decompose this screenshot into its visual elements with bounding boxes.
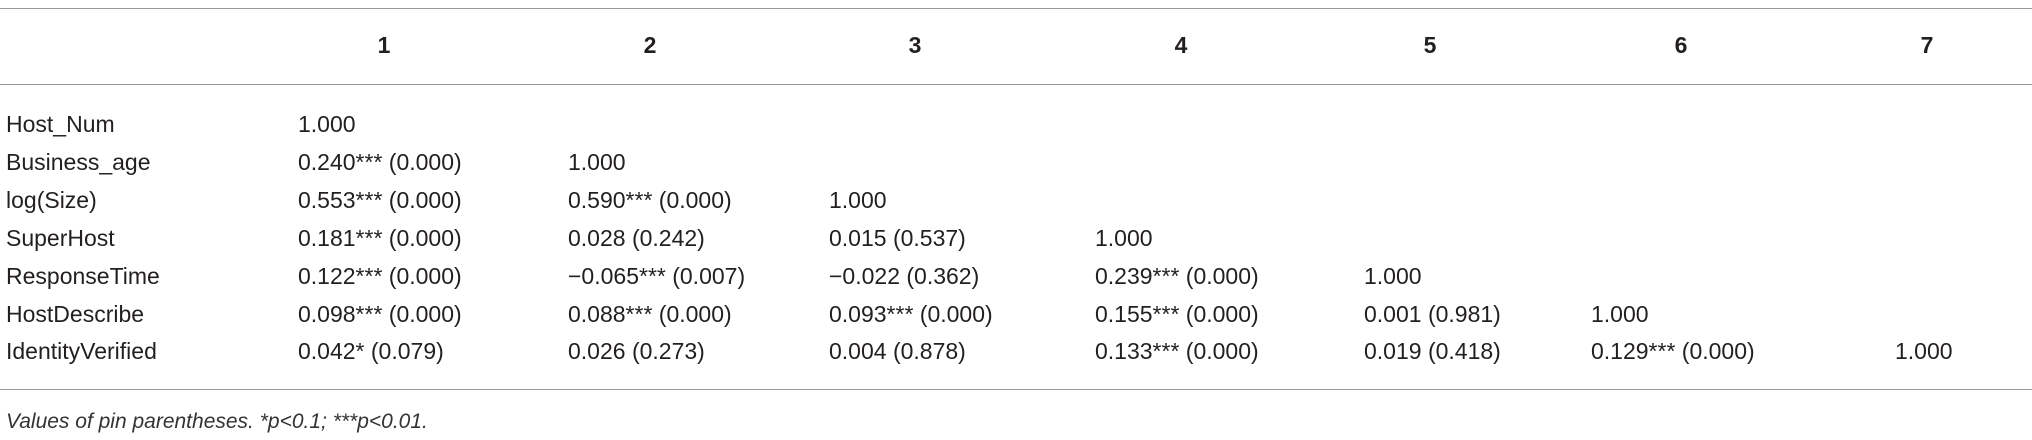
cell: 0.026 (0.273) (568, 338, 705, 365)
row-label: log(Size) (6, 186, 97, 213)
cell: 1.000 (829, 186, 887, 213)
cell: 0.122*** (0.000) (298, 262, 462, 289)
row-label: SuperHost (6, 224, 115, 251)
header-rule (0, 84, 2032, 85)
column-header: 7 (1920, 32, 1934, 58)
column-header: 3 (908, 32, 922, 58)
cell: 0.098*** (0.000) (298, 300, 462, 327)
cell: 0.239*** (0.000) (1095, 262, 1259, 289)
cell: 0.028 (0.242) (568, 224, 705, 251)
cell: 0.019 (0.418) (1364, 338, 1501, 365)
cell: 0.129*** (0.000) (1591, 338, 1755, 365)
cell: 0.240*** (0.000) (298, 148, 462, 175)
cell: 1.000 (1591, 300, 1649, 327)
cell: 0.004 (0.878) (829, 338, 966, 365)
cell: 1.000 (568, 148, 626, 175)
cell: 0.155*** (0.000) (1095, 300, 1259, 327)
row-label: Host_Num (6, 111, 115, 137)
cell: 0.590*** (0.000) (568, 186, 732, 213)
cell: −0.022 (0.362) (829, 262, 980, 289)
cell: 1.000 (1364, 262, 1422, 289)
cell: 0.088*** (0.000) (568, 300, 732, 327)
cell: 1.000 (1095, 224, 1153, 251)
cell: 1.000 (298, 111, 356, 137)
column-header: 2 (643, 32, 657, 58)
cell: −0.065*** (0.007) (568, 262, 746, 289)
column-header: 1 (377, 32, 391, 58)
cell: 0.001 (0.981) (1364, 300, 1501, 327)
cell: 0.181*** (0.000) (298, 224, 462, 251)
row-label: Business_age (6, 148, 151, 175)
cell: 0.553*** (0.000) (298, 186, 462, 213)
column-header: 6 (1674, 32, 1688, 58)
column-header: 4 (1174, 32, 1188, 58)
cell: 0.015 (0.537) (829, 224, 966, 251)
cell: 0.042* (0.079) (298, 338, 444, 365)
cell: 0.093*** (0.000) (829, 300, 993, 327)
row-label: HostDescribe (6, 300, 145, 327)
row-label: ResponseTime (6, 262, 160, 289)
row-label: IdentityVerified (6, 338, 157, 365)
footnote: Values of pin parentheses. *p<0.1; ***p<… (6, 410, 428, 433)
column-header: 5 (1423, 32, 1437, 58)
top-rule (0, 8, 2032, 9)
cell: 1.000 (1895, 338, 1953, 365)
bottom-rule (0, 389, 2032, 390)
cell: 0.133*** (0.000) (1095, 338, 1259, 365)
